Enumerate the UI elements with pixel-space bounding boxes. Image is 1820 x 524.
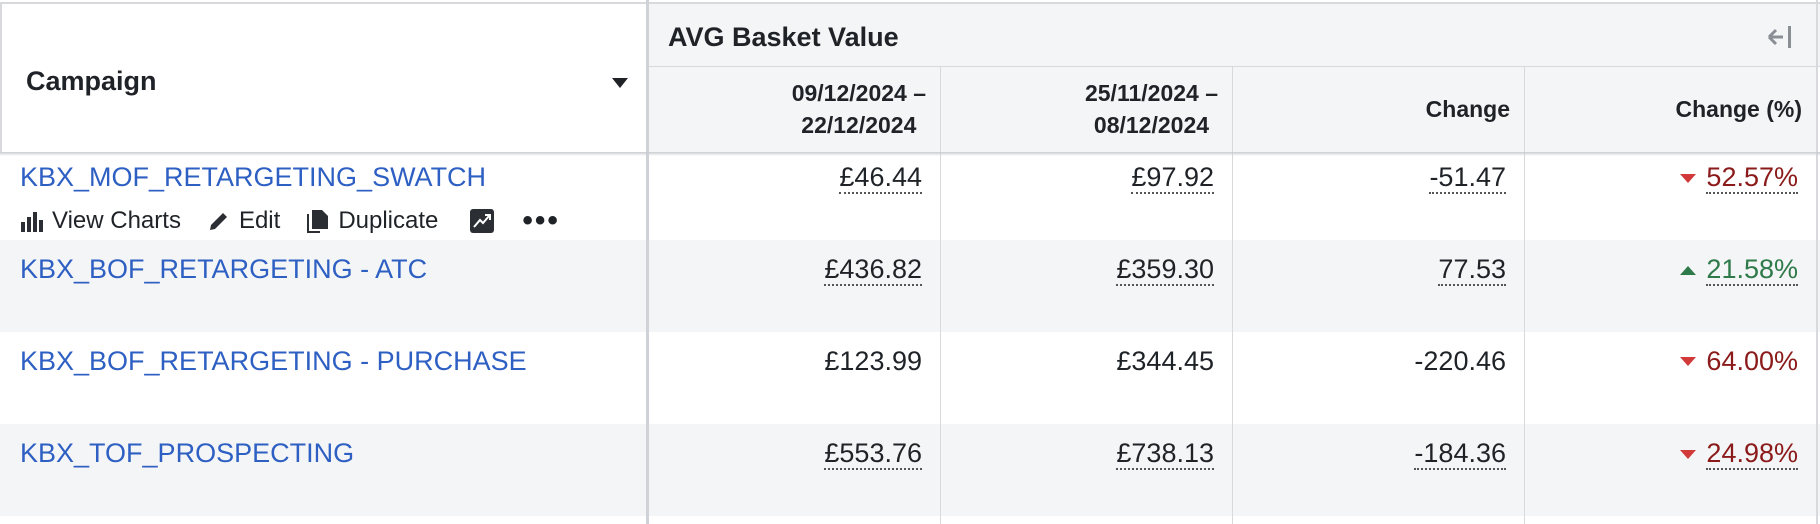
change-pct-cell: 21.58%: [1680, 254, 1798, 286]
copy-icon: [307, 210, 329, 233]
change-pct-cell: 52.57%: [1680, 162, 1798, 194]
column-header-change-pct[interactable]: Change (%): [1524, 66, 1816, 152]
row-actions: View Charts Edit Duplicate •••: [20, 204, 560, 238]
change-pct-cell: 24.98%: [1680, 438, 1798, 470]
column-header-previous-period[interactable]: 25/11/2024 – 08/12/2024: [940, 66, 1232, 152]
campaign-link[interactable]: KBX_MOF_RETARGETING_SWATCH: [20, 162, 487, 192]
previous-period-end: 08/12/2024: [1093, 112, 1210, 138]
duplicate-button[interactable]: Duplicate: [306, 207, 438, 235]
previous-value: £344.45: [1116, 346, 1214, 376]
previous-value: £359.30: [1116, 254, 1214, 286]
column-header-current-period[interactable]: 09/12/2024 – 22/12/2024: [648, 66, 940, 152]
current-period-start: 09/12/2024 –: [791, 80, 926, 106]
pencil-icon: [209, 213, 227, 230]
metric-group-header: AVG Basket Value: [648, 2, 1820, 66]
increase-arrow-icon: [1680, 265, 1697, 275]
metric-group-title: AVG Basket Value: [668, 22, 899, 52]
change-pct-value: 24.98%: [1706, 438, 1798, 470]
change-value: 77.53: [1438, 254, 1506, 286]
change-value: -184.36: [1414, 438, 1506, 470]
change-pct-value: 21.58%: [1706, 254, 1798, 286]
column-header-change[interactable]: Change: [1232, 66, 1524, 152]
change-pct-header-label: Change (%): [1675, 96, 1803, 122]
current-period-end: 22/12/2024: [801, 112, 917, 138]
edit-button[interactable]: Edit: [207, 207, 280, 235]
decrease-arrow-icon: [1680, 449, 1697, 459]
sort-caret-icon[interactable]: [612, 78, 628, 88]
decrease-arrow-icon: [1680, 357, 1697, 366]
previous-value: £97.92: [1131, 162, 1214, 194]
change-pct-cell: 64.00%: [1680, 346, 1798, 377]
change-pct-value: 52.57%: [1706, 162, 1798, 194]
view-charts-label: View Charts: [52, 207, 181, 234]
campaign-column-header[interactable]: Campaign: [0, 2, 646, 152]
view-charts-button[interactable]: View Charts: [20, 207, 181, 235]
bar-chart-icon: [21, 212, 43, 232]
current-value: £46.44: [839, 162, 922, 194]
change-value: -51.47: [1429, 162, 1506, 194]
change-pct-value: 64.00%: [1706, 346, 1798, 376]
change-value: -220.46: [1414, 346, 1506, 376]
current-value: £436.82: [824, 254, 922, 286]
previous-period-start: 25/11/2024 –: [1084, 80, 1218, 106]
edit-label: Edit: [238, 207, 281, 234]
campaign-link[interactable]: KBX_BOF_RETARGETING - ATC: [20, 254, 428, 284]
collapse-panel-icon[interactable]: [1766, 24, 1794, 50]
campaign-link[interactable]: KBX_BOF_RETARGETING - PURCHASE: [20, 346, 527, 376]
current-value: £553.76: [824, 438, 922, 470]
duplicate-label: Duplicate: [338, 207, 439, 234]
table-row: [0, 424, 1820, 516]
previous-value: £738.13: [1116, 438, 1214, 470]
change-header-label: Change: [1425, 96, 1510, 122]
campaign-link[interactable]: KBX_TOF_PROSPECTING: [20, 438, 355, 468]
trend-chart-icon[interactable]: [470, 209, 495, 233]
current-value: £123.99: [824, 346, 922, 376]
decrease-arrow-icon: [1680, 173, 1697, 183]
table-row: [0, 240, 1820, 332]
more-options-icon[interactable]: •••: [522, 204, 560, 237]
campaign-header-label: Campaign: [26, 66, 157, 96]
